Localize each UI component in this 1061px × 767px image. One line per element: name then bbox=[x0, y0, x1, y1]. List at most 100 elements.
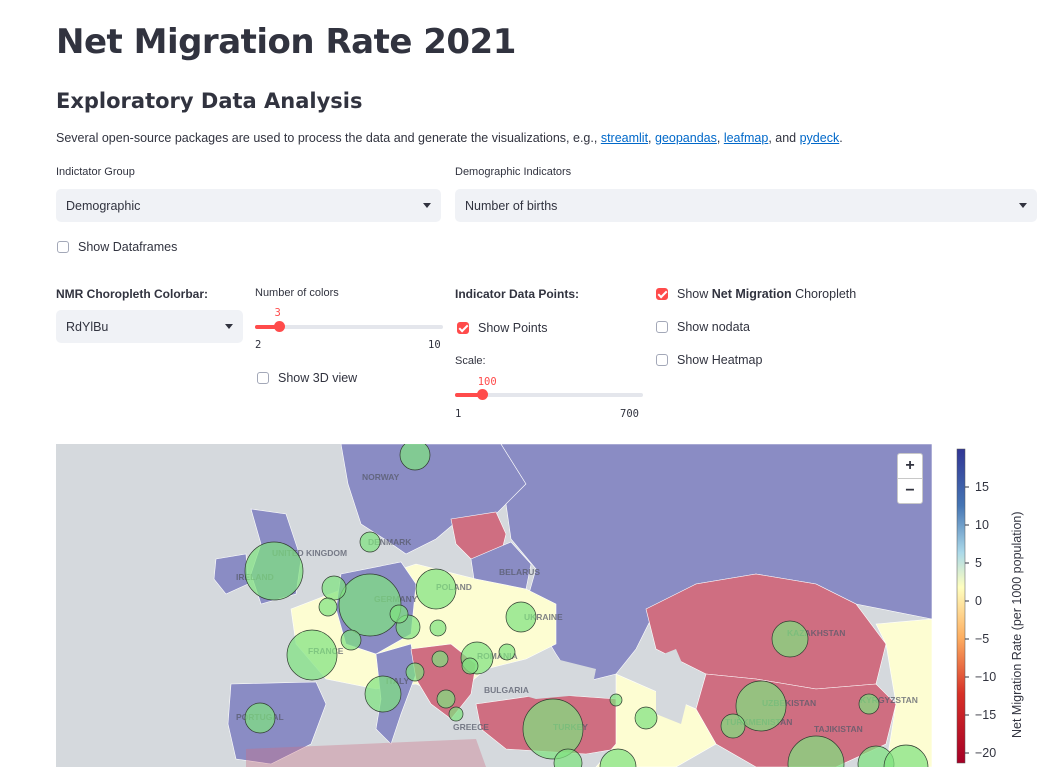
data-point-bubble bbox=[787, 735, 845, 767]
country-label: KYRGYZSTAN bbox=[860, 695, 918, 705]
show-heatmap-checkbox[interactable]: Show Heatmap bbox=[656, 353, 762, 367]
country-shape bbox=[875, 618, 932, 767]
data-point-bubble bbox=[399, 444, 431, 471]
colorbar-label: NMR Choropleth Colorbar: bbox=[56, 287, 208, 301]
show-dataframes-label: Show Dataframes bbox=[78, 240, 178, 254]
country-shape bbox=[500, 444, 932, 685]
show-nodata-checkbox[interactable]: Show nodata bbox=[656, 320, 750, 334]
checkbox-icon bbox=[656, 321, 668, 333]
colorbar-tick-label: −5 bbox=[975, 632, 989, 646]
data-point-bubble bbox=[498, 643, 516, 661]
checkbox-icon bbox=[257, 372, 269, 384]
country-label: UZBEKISTAN bbox=[762, 698, 816, 708]
data-point-bubble bbox=[609, 693, 623, 707]
slider-fill bbox=[255, 325, 279, 329]
data-point-bubble bbox=[429, 619, 447, 637]
indicator-group-select[interactable]: Demographic bbox=[56, 189, 441, 222]
country-label: KAZAKHSTAN bbox=[787, 628, 845, 638]
country-label: NORWAY bbox=[362, 472, 400, 482]
label-post: Choropleth bbox=[791, 287, 857, 301]
checkbox-checked-icon bbox=[457, 322, 469, 334]
zoom-out-button[interactable]: − bbox=[905, 482, 915, 499]
page-title: Net Migration Rate 2021 bbox=[56, 22, 516, 62]
country-label: GREECE bbox=[453, 722, 489, 732]
chevron-down-icon bbox=[423, 203, 431, 208]
data-point-bubble bbox=[522, 698, 584, 760]
data-point-bubble bbox=[359, 531, 381, 553]
colorbar-select[interactable]: RdYlBu bbox=[56, 310, 243, 343]
link-pydeck[interactable]: pydeck bbox=[799, 131, 840, 145]
scale-label: Scale: bbox=[455, 355, 486, 367]
show-nodata-label: Show nodata bbox=[677, 320, 750, 334]
data-point-bubble bbox=[405, 662, 425, 682]
country-label: BELARUS bbox=[499, 567, 540, 577]
colorbar-tick-label: 15 bbox=[975, 480, 989, 494]
data-point-bubble bbox=[735, 680, 787, 732]
slider-thumb[interactable] bbox=[273, 321, 285, 332]
show-points-checkbox[interactable]: Show Points bbox=[457, 321, 547, 335]
data-point-bubble bbox=[244, 702, 276, 734]
indicator-group-value: Demographic bbox=[66, 198, 141, 213]
show-heatmap-label: Show Heatmap bbox=[677, 353, 763, 367]
show-nmr-choropleth-checkbox[interactable]: Show Net Migration Choropleth bbox=[656, 287, 856, 301]
country-shape bbox=[410, 643, 477, 720]
water bbox=[496, 659, 596, 699]
checkbox-checked-icon bbox=[656, 288, 668, 300]
data-point-bubble bbox=[318, 597, 338, 617]
data-point-bubble bbox=[436, 689, 456, 709]
data-point-bubble bbox=[286, 629, 338, 681]
data-point-bubble bbox=[858, 693, 880, 715]
show-3d-checkbox[interactable]: Show 3D view bbox=[257, 371, 357, 385]
chevron-down-icon bbox=[1019, 203, 1027, 208]
demographic-indicators-label: Demographic Indicators bbox=[455, 166, 572, 178]
scale-value: 100 bbox=[477, 376, 497, 388]
colorbar-tick-label: −20 bbox=[975, 746, 996, 760]
demographic-indicators-value: Number of births bbox=[465, 198, 558, 213]
data-point-bubble bbox=[634, 706, 658, 730]
slider-track bbox=[455, 393, 643, 397]
data-point-bubble bbox=[244, 541, 304, 601]
colorbar-tick-label: 10 bbox=[975, 518, 989, 532]
scale-max: 700 bbox=[620, 408, 639, 420]
indicator-bubbles bbox=[244, 444, 929, 767]
colorbar-tick-label: −15 bbox=[975, 708, 996, 722]
link-geopandas[interactable]: geopandas bbox=[655, 131, 717, 145]
num-colors-label: Number of colors bbox=[255, 287, 339, 299]
show-points-label: Show Points bbox=[478, 321, 548, 335]
link-leafmap[interactable]: leafmap bbox=[723, 131, 769, 145]
country-shape bbox=[213, 553, 249, 595]
indicator-group-label: Indictator Group bbox=[56, 166, 135, 178]
data-point-bubble bbox=[461, 657, 479, 675]
colorbar-tick-label: −10 bbox=[975, 670, 996, 684]
water bbox=[651, 649, 691, 724]
demographic-indicators-select[interactable]: Number of births bbox=[455, 189, 1037, 222]
zoom-in-button[interactable]: + bbox=[898, 454, 922, 479]
show-dataframes-checkbox[interactable]: Show Dataframes bbox=[57, 240, 177, 254]
intro-text: Several open-source packages are used to… bbox=[56, 131, 843, 145]
slider-track bbox=[255, 325, 443, 329]
data-point-bubble bbox=[431, 650, 449, 668]
slider-thumb[interactable] bbox=[476, 389, 488, 400]
intro-prefix: Several open-source packages are used to… bbox=[56, 131, 598, 145]
slider-fill bbox=[455, 393, 482, 397]
data-point-bubble bbox=[771, 620, 809, 658]
data-point-bubble bbox=[340, 629, 362, 651]
country-label: BULGARIA bbox=[484, 685, 529, 695]
country-shape bbox=[227, 681, 327, 765]
country-label: TAJIKISTAN bbox=[814, 724, 863, 734]
chevron-down-icon bbox=[225, 324, 233, 329]
show-3d-label: Show 3D view bbox=[278, 371, 358, 385]
data-point-bubble bbox=[505, 601, 537, 633]
colorbar-gradient bbox=[956, 448, 966, 764]
colorbar-tick-label: 5 bbox=[975, 556, 982, 570]
intro-suffix: . bbox=[839, 131, 843, 145]
num-colors-min: 2 bbox=[255, 339, 262, 351]
colorbar-tick-label: 0 bbox=[975, 594, 982, 608]
country-label: UNITED KINGDOM bbox=[272, 548, 347, 558]
country-label: DENMARK bbox=[368, 537, 412, 547]
num-colors-value: 3 bbox=[274, 307, 281, 319]
country-shape bbox=[645, 573, 887, 690]
link-streamlit[interactable]: streamlit bbox=[600, 131, 649, 145]
